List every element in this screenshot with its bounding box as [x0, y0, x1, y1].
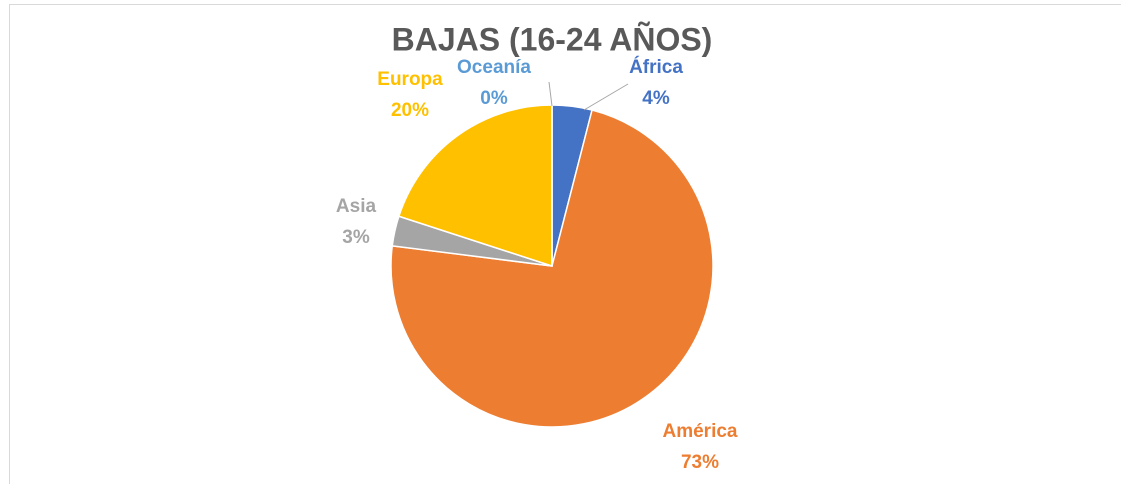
- data-label-name: Asia: [336, 196, 377, 217]
- data-label-value: 0%: [480, 88, 508, 109]
- data-label-value: 4%: [642, 88, 670, 109]
- pie-slice: [397, 104, 553, 268]
- chart-title: BAJAS (16-24 AÑOS): [392, 21, 713, 57]
- pie-slice: [390, 109, 714, 428]
- data-label-name: África: [629, 56, 683, 78]
- data-label-name: Oceanía: [457, 57, 531, 78]
- leader-line: [583, 83, 629, 111]
- data-label-value: 3%: [342, 227, 370, 248]
- leader-line: [548, 81, 553, 107]
- data-label-value: 20%: [391, 100, 429, 121]
- data-label-value: 73%: [681, 452, 719, 473]
- data-label-name: América: [663, 421, 738, 442]
- data-label-name: Europa: [377, 69, 443, 90]
- chart-frame: [9, 4, 1121, 484]
